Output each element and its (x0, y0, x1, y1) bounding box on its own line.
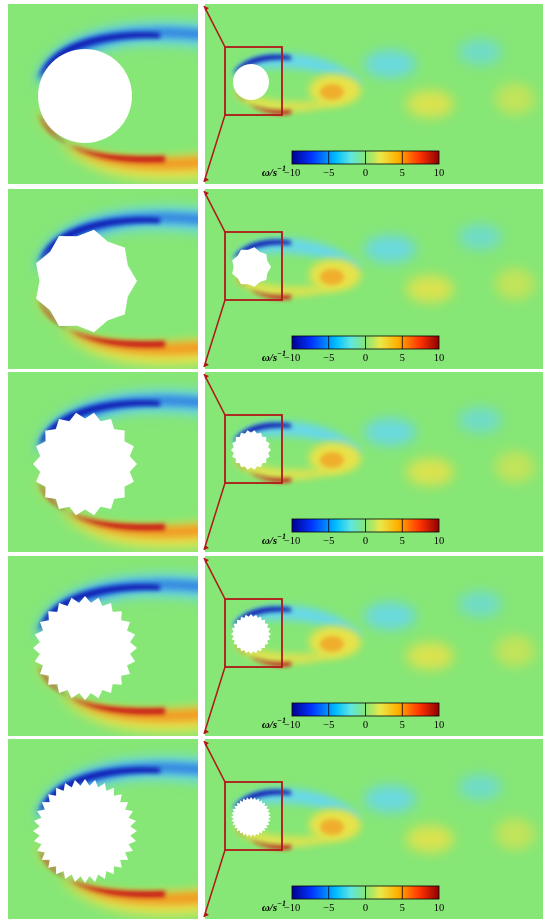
zoom-box (224, 231, 283, 301)
colorbar-label-main: ω/s (262, 167, 277, 179)
colorbar-tick-label: −10 (284, 353, 300, 364)
colorbar-tick-label: 10 (434, 536, 445, 547)
cylinder-body-small (233, 64, 269, 100)
zoomed-shear-layers (35, 207, 198, 366)
zoom-line-top (203, 5, 226, 48)
panels-container: ω/s−1−10 −5 0 5 10ω/s−1−10 −5 0 5 10ω/s−1−10 −5 0 5… (8, 4, 543, 919)
colorbar-tick-label: 5 (400, 353, 405, 364)
panel-row: ω/s−1−10 −5 0 5 10 (8, 189, 543, 369)
colorbar-tick-label: 5 (400, 168, 405, 179)
zoom-arrowhead (204, 558, 209, 563)
colorbar-tick-label: 5 (400, 536, 405, 547)
colorbar-label-exponent: −1 (277, 532, 286, 541)
colorbar-label: ω/s−1 (262, 716, 286, 731)
zoom-box (224, 414, 283, 484)
zoom-arrowhead (204, 741, 209, 746)
colorbar-tick-label: 0 (363, 903, 368, 914)
zoom-arrowhead (204, 6, 209, 11)
wake-vortex-street (231, 407, 535, 486)
colorbar-tick-label: −5 (323, 903, 334, 914)
colorbar-label: ω/s−1 (262, 532, 286, 547)
colorbar-label-exponent: −1 (277, 349, 286, 358)
colorbar-tick-label: −5 (323, 168, 334, 179)
zoom-arrowhead (204, 545, 209, 550)
zoom-arrowhead (204, 374, 209, 379)
colorbar-label-exponent: −1 (277, 164, 286, 173)
colorbar-label-exponent: −1 (277, 716, 286, 725)
wake-vortex-street (231, 591, 535, 670)
zoom-arrowhead (204, 729, 209, 734)
colorbar-tick-label: 0 (363, 536, 368, 547)
colorbar-label: ω/s−1 (262, 349, 286, 364)
zoom-arrowhead (204, 191, 209, 196)
colorbar-tick-label: −10 (284, 536, 300, 547)
colorbar-tick-label: 10 (434, 720, 445, 731)
zoom-arrowhead (204, 362, 209, 367)
zoom-box (224, 781, 283, 851)
cylinder-body (36, 229, 137, 333)
panel-row: ω/s−1−10 −5 0 5 10 (8, 739, 543, 919)
zoomed-shear-layers (33, 574, 198, 733)
colorbar-tick-label: 5 (400, 720, 405, 731)
colorbar-label-exponent: −1 (277, 899, 286, 908)
colorbar-tick-label: 10 (434, 903, 445, 914)
colorbar-tick-label: 0 (363, 720, 368, 731)
zoom-box (224, 46, 283, 116)
zoom-line-bottom (203, 666, 226, 735)
zoom-line-top (203, 740, 226, 783)
colorbar-tick-label: −5 (323, 720, 334, 731)
cylinder-body (33, 596, 137, 700)
zoom-line-top (203, 373, 226, 416)
colorbar-label-main: ω/s (262, 719, 277, 731)
panel-row: ω/s−1−10 −5 0 5 10 (8, 4, 543, 184)
colorbar-tick-label: −10 (284, 720, 300, 731)
colorbar-tick-label: −10 (284, 168, 300, 179)
zoom-line-top (203, 557, 226, 600)
colorbar-label-main: ω/s (262, 535, 277, 547)
wake-vortex-street (231, 39, 535, 118)
colorbar-label-main: ω/s (262, 352, 277, 364)
cylinder-body (38, 49, 132, 143)
wake-vortex-street (231, 774, 535, 853)
zoom-arrowhead (204, 177, 209, 182)
cylinder-body (33, 412, 137, 516)
colorbar-tick-label: −5 (323, 536, 334, 547)
colorbar-tick-label: 0 (363, 353, 368, 364)
colorbar-tick-label: 0 (363, 168, 368, 179)
colorbar-label: ω/s−1 (262, 899, 286, 914)
zoom-line-bottom (203, 482, 226, 551)
cylinder-body (33, 779, 137, 883)
colorbar-label: ω/s−1 (262, 164, 286, 179)
zoom-box (224, 598, 283, 668)
zoom-line-bottom (203, 299, 226, 368)
colorbar-tick-label: 10 (434, 168, 445, 179)
zoom-line-top (203, 190, 226, 233)
colorbar-label-main: ω/s (262, 902, 277, 914)
cylinder-body-small (231, 797, 271, 837)
colorbar-tick-label: −5 (323, 353, 334, 364)
zoomed-shear-layers (35, 22, 198, 181)
cylinder-body-small (232, 247, 271, 287)
panel-row: ω/s−1−10 −5 0 5 10 (8, 372, 543, 552)
colorbar-tick-label: −10 (284, 903, 300, 914)
zoomed-shear-layers (33, 390, 198, 549)
cylinder-body-small (231, 430, 271, 470)
zoomed-shear-layers (33, 757, 198, 916)
zoom-arrowhead (204, 912, 209, 917)
panel-row: ω/s−1−10 −5 0 5 10 (8, 556, 543, 736)
zoom-line-bottom (203, 849, 226, 918)
cylinder-body-small (231, 614, 271, 654)
wake-vortex-street (231, 224, 535, 303)
colorbar-tick-label: 10 (434, 353, 445, 364)
zoom-line-bottom (203, 114, 226, 183)
colorbar-tick-label: 5 (400, 903, 405, 914)
